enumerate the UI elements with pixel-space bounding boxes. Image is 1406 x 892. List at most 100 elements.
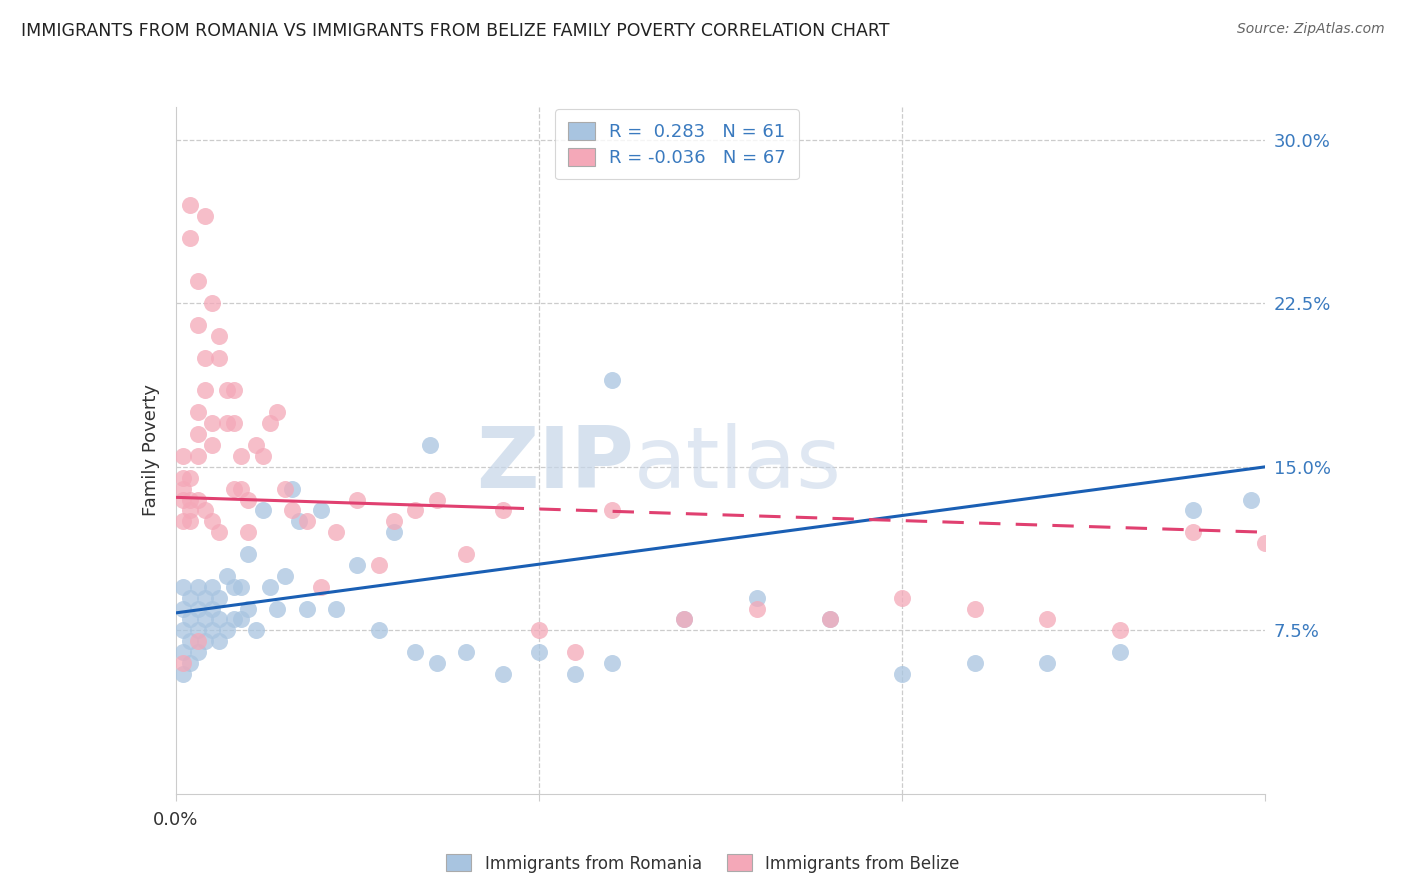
Point [818,612,841,626]
Point [201,438,224,452]
Point [172,656,194,670]
Point [208,329,231,343]
Point [222,580,245,594]
Point [194,503,217,517]
Point [172,624,194,638]
Point [201,416,224,430]
Point [172,471,194,485]
Point [172,492,194,507]
Point [186,645,209,659]
Point [346,558,368,572]
Point [186,634,209,648]
Point [309,503,332,517]
Point [186,492,209,507]
Point [564,667,586,681]
Point [215,384,238,398]
Point [201,580,224,594]
Point [295,514,318,528]
Point [238,525,260,540]
Point [1254,536,1277,550]
Point [186,318,209,332]
Point [194,591,217,605]
Point [172,645,194,659]
Point [208,612,231,626]
Point [382,525,405,540]
Point [172,449,194,463]
Point [492,503,515,517]
Point [179,231,201,245]
Point [281,503,304,517]
Text: ZIP: ZIP [475,423,633,506]
Point [1036,656,1059,670]
Point [215,624,238,638]
Point [172,482,194,496]
Point [238,601,260,615]
Point [194,351,217,365]
Point [281,482,304,496]
Point [208,591,231,605]
Point [1109,645,1132,659]
Point [222,612,245,626]
Point [818,612,841,626]
Text: 0.0%: 0.0% [153,811,198,829]
Text: IMMIGRANTS FROM ROMANIA VS IMMIGRANTS FROM BELIZE FAMILY POVERTY CORRELATION CHA: IMMIGRANTS FROM ROMANIA VS IMMIGRANTS FR… [21,22,890,40]
Point [186,580,209,594]
Point [295,601,318,615]
Point [186,427,209,442]
Point [419,438,441,452]
Point [266,601,288,615]
Point [179,503,201,517]
Point [527,624,550,638]
Point [172,514,194,528]
Point [259,416,281,430]
Point [456,547,478,561]
Point [368,624,391,638]
Point [179,612,201,626]
Point [238,492,260,507]
Point [201,296,224,310]
Point [231,580,253,594]
Point [891,591,914,605]
Point [231,449,253,463]
Point [600,373,623,387]
Point [186,601,209,615]
Point [309,580,332,594]
Point [231,612,253,626]
Point [201,514,224,528]
Point [179,492,201,507]
Point [186,405,209,419]
Point [186,624,209,638]
Point [201,601,224,615]
Point [186,275,209,289]
Point [405,503,427,517]
Point [215,569,238,583]
Point [745,591,768,605]
Point [527,645,550,659]
Point [179,514,201,528]
Legend: R =  0.283   N = 61, R = -0.036   N = 67: R = 0.283 N = 61, R = -0.036 N = 67 [555,109,799,179]
Y-axis label: Family Poverty: Family Poverty [142,384,160,516]
Point [426,492,449,507]
Point [179,198,201,212]
Point [194,384,217,398]
Point [201,624,224,638]
Point [426,656,449,670]
Point [673,612,696,626]
Point [382,514,405,528]
Point [891,667,914,681]
Point [179,471,201,485]
Point [368,558,391,572]
Point [215,416,238,430]
Point [274,482,297,496]
Point [1181,503,1204,517]
Point [963,656,986,670]
Point [1036,612,1059,626]
Point [259,580,281,594]
Point [172,580,194,594]
Point [179,591,201,605]
Point [194,634,217,648]
Point [456,645,478,659]
Point [208,525,231,540]
Point [179,656,201,670]
Point [252,503,274,517]
